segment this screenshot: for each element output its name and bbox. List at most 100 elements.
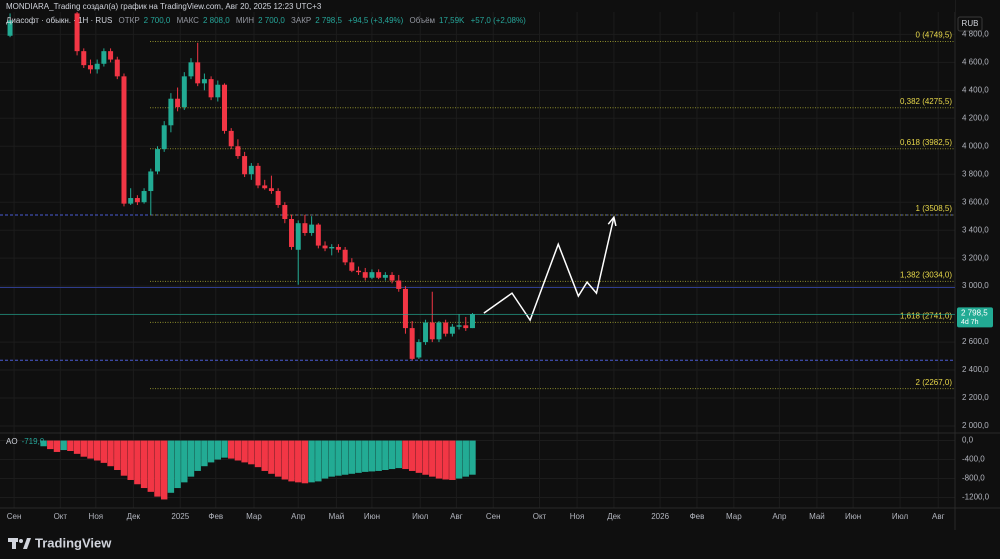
ao-bar (174, 440, 181, 489)
ao-bar (442, 440, 449, 480)
ao-bar (274, 440, 282, 477)
ao-bar (362, 440, 369, 472)
fib-label: 1 (3508,5) (916, 204, 953, 213)
ao-bar (167, 440, 175, 493)
ao-tick-label: -400,0 (962, 455, 985, 464)
ao-bar (114, 440, 121, 470)
y-tick-label: 4 400,0 (962, 85, 989, 94)
currency-box[interactable] (957, 16, 983, 32)
ao-bar (422, 440, 429, 475)
ao-bar (147, 440, 154, 492)
ao-bar (321, 440, 329, 479)
logo-part (12, 538, 16, 549)
candle-body (443, 322, 449, 334)
candle-body (268, 188, 274, 192)
x-tick-label: Дек (127, 512, 141, 521)
candle-body (81, 51, 87, 66)
x-tick-label: Фев (208, 512, 223, 521)
fib-label: 2 (2267,0) (916, 378, 953, 387)
ao-bar (348, 440, 356, 474)
logo-text: TradingView (35, 535, 112, 550)
ao-bar (382, 440, 389, 470)
candle-body (74, 13, 80, 52)
ao-bar (120, 440, 128, 476)
x-tick-label: 2025 (171, 512, 189, 521)
ao-bar (228, 440, 235, 459)
candle-body (128, 198, 134, 204)
candle-body (248, 165, 254, 175)
x-tick-label: Дек (607, 512, 621, 521)
ao-bar (67, 440, 74, 451)
candle-body (389, 274, 395, 281)
candle-body (275, 191, 281, 206)
y-tick-label: 4 200,0 (962, 113, 989, 122)
y-tick-label: 2 400,0 (962, 365, 989, 374)
candle-body (201, 79, 207, 84)
ao-bar (415, 440, 423, 473)
forecast-arrowhead (607, 215, 617, 227)
attribution: MONDIARA_Trading создал(а) график на Tra… (6, 2, 325, 11)
ao-bar (402, 440, 409, 470)
ao-bar (315, 440, 322, 482)
ao-bar (462, 440, 469, 477)
ao-bar (194, 440, 201, 471)
ao-bar (435, 440, 443, 479)
y-tick-label: 3 000,0 (962, 281, 989, 290)
ao-bar (221, 440, 228, 458)
volume-change: +57,0 (+2,08%) (470, 16, 526, 25)
ao-bar (449, 440, 456, 480)
candle-body (7, 20, 13, 36)
ao-bar (241, 440, 248, 463)
candle-body (295, 223, 301, 250)
close-label: ЗАКР (291, 16, 312, 25)
x-tick-label: Июл (892, 512, 909, 521)
top-mask (0, 0, 955, 12)
ao-bar (100, 440, 108, 463)
candle-body (181, 76, 187, 108)
candle-body (309, 224, 315, 233)
candle-body (101, 51, 107, 64)
currency[interactable]: RUB (962, 19, 979, 28)
candle-body (235, 146, 241, 157)
y-tick-label: 3 400,0 (962, 225, 989, 234)
candle-body (114, 59, 120, 77)
ao-bar (268, 440, 275, 474)
price-badge (957, 307, 993, 328)
high: 2 808,0 (202, 16, 230, 25)
ao-bar (207, 440, 215, 463)
y-tick-label: 4 000,0 (962, 141, 989, 150)
ao-bar (395, 440, 402, 469)
x-tick-label: Апр (291, 512, 306, 521)
x-tick-label: Мар (726, 512, 742, 521)
candle-body (161, 125, 167, 150)
x-tick-label: Мар (246, 512, 262, 521)
x-tick-label: Ноя (89, 512, 104, 521)
candle-body (262, 185, 268, 189)
close: 2 798,5 (315, 16, 342, 25)
ao-bar (341, 440, 349, 475)
candle-body (134, 198, 140, 203)
ao-bar (154, 440, 161, 497)
y-tick-label: 2 000,0 (962, 421, 989, 430)
candle-body (215, 84, 221, 98)
ao-bar (429, 440, 436, 477)
change: +94,5 (+3,49%) (348, 16, 404, 25)
ao-bar (80, 440, 87, 457)
price-badge-text: 2 798,5 (961, 308, 988, 317)
candle-body (429, 322, 435, 340)
candle-body (87, 65, 93, 70)
candle-body (222, 84, 228, 131)
candle-body (242, 156, 248, 175)
ao-bar (368, 440, 376, 472)
y-tick-label: 4 600,0 (962, 57, 989, 66)
candle-body (469, 314, 475, 329)
ao-label[interactable]: AO (6, 437, 18, 446)
candle-body (402, 288, 408, 329)
x-tick-label: 2026 (651, 512, 669, 521)
candle-body (195, 62, 201, 84)
candle-body (302, 223, 308, 233)
fib-label: 0,618 (3982,5) (900, 138, 952, 147)
candle-body (121, 76, 127, 204)
logo-mark (8, 538, 31, 549)
symbol[interactable]: Диасофт · обыкн. · 1Н · RUS (6, 16, 113, 25)
